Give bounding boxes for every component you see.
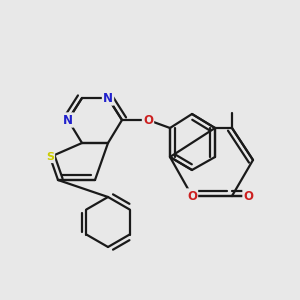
Text: O: O — [244, 190, 254, 202]
Text: N: N — [103, 92, 113, 104]
Text: O: O — [143, 113, 153, 127]
Text: N: N — [63, 113, 73, 127]
Text: O: O — [187, 190, 197, 202]
Text: S: S — [46, 152, 54, 162]
